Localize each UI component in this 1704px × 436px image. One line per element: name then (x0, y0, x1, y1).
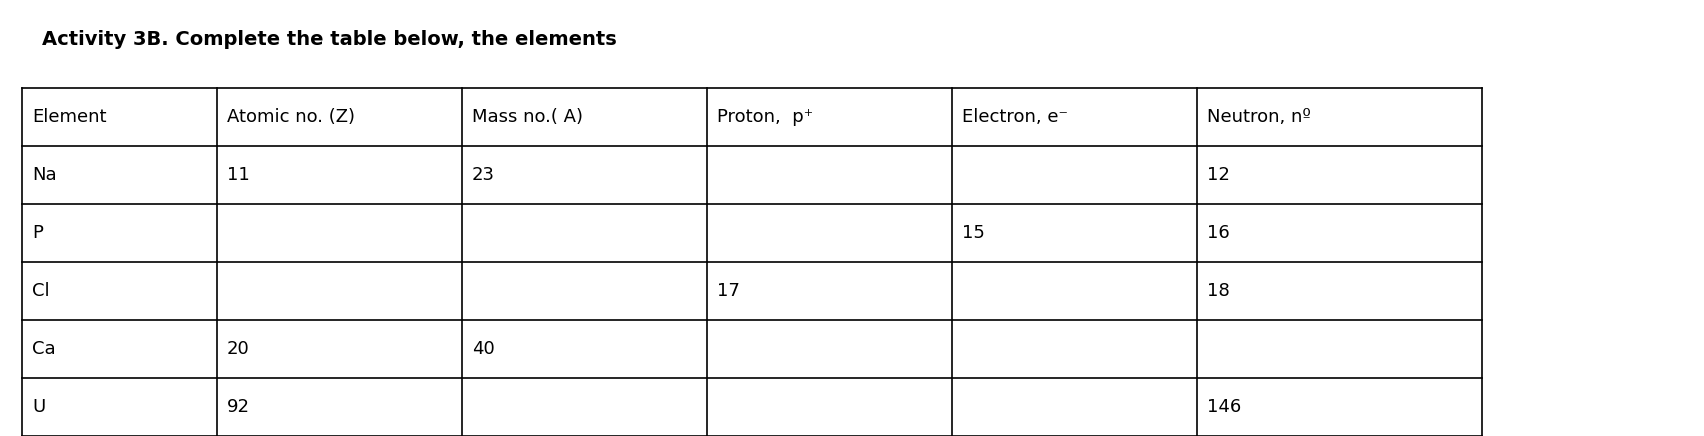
Text: Element: Element (32, 108, 106, 126)
Text: U: U (32, 398, 46, 416)
Text: 18: 18 (1206, 282, 1230, 300)
Text: 146: 146 (1206, 398, 1241, 416)
Text: Cl: Cl (32, 282, 49, 300)
Text: 40: 40 (472, 340, 494, 358)
Text: Proton,  p⁺: Proton, p⁺ (717, 108, 813, 126)
Text: Mass no.( A): Mass no.( A) (472, 108, 583, 126)
Text: 92: 92 (227, 398, 250, 416)
Text: P: P (32, 224, 43, 242)
Text: Activity 3B. Complete the table below, the elements: Activity 3B. Complete the table below, t… (43, 30, 617, 49)
Text: Atomic no. (Z): Atomic no. (Z) (227, 108, 354, 126)
Text: Neutron, nº: Neutron, nº (1206, 108, 1310, 126)
Text: 11: 11 (227, 166, 250, 184)
Text: Na: Na (32, 166, 56, 184)
Text: 23: 23 (472, 166, 494, 184)
Text: 17: 17 (717, 282, 740, 300)
Text: Ca: Ca (32, 340, 56, 358)
Text: 20: 20 (227, 340, 250, 358)
Text: 15: 15 (963, 224, 985, 242)
Text: Electron, e⁻: Electron, e⁻ (963, 108, 1068, 126)
Text: 12: 12 (1206, 166, 1230, 184)
Text: 16: 16 (1206, 224, 1230, 242)
